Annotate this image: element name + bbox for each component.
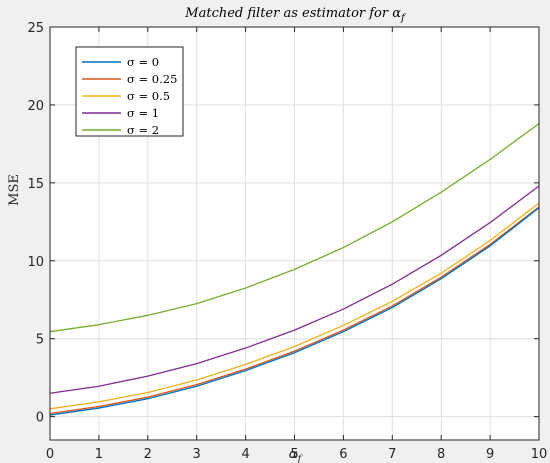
- y-tick-label: 5: [36, 333, 44, 348]
- chart-title: Matched filter as estimator for αf: [184, 6, 407, 24]
- y-tick-label: 10: [27, 255, 44, 270]
- x-axis-title: αf: [289, 447, 304, 463]
- series-line-1: [49, 206, 540, 415]
- series-line-3: [49, 185, 540, 394]
- legend-label-3: σ = 1: [127, 106, 159, 120]
- series-layer: [49, 123, 540, 416]
- legend-label-0: σ = 0: [127, 55, 159, 69]
- y-tick-labels: 0 5 10 15 20 25: [27, 21, 44, 426]
- x-tick-labels: 0 1 2 3 4 5 6 7 8 9 10: [46, 447, 547, 462]
- x-tick-label: 3: [193, 447, 201, 462]
- x-tick-label: 0: [46, 447, 54, 462]
- series-line-0: [49, 207, 540, 416]
- y-tick-label: 0: [36, 411, 44, 426]
- y-axis-title: MSE: [7, 174, 22, 206]
- grid-lines: [50, 27, 539, 440]
- legend: σ = 0 σ = 0.25 σ = 0.5 σ = 1 σ = 2: [75, 46, 184, 137]
- series-line-2: [49, 202, 540, 410]
- legend-label-2: σ = 0.5: [127, 89, 170, 103]
- legend-label-1: σ = 0.25: [127, 72, 177, 86]
- x-tick-label: 7: [388, 447, 396, 462]
- x-tick-label: 9: [486, 447, 494, 462]
- x-tick-label: 1: [95, 447, 103, 462]
- x-tick-label: 2: [144, 447, 152, 462]
- series-line-4: [49, 123, 540, 333]
- x-tick-label: 10: [531, 447, 548, 462]
- legend-label-4: σ = 2: [127, 123, 159, 137]
- x-tick-label: 8: [437, 447, 445, 462]
- y-tick-label: 15: [27, 177, 44, 192]
- x-tick-label: 6: [339, 447, 347, 462]
- y-tick-label: 25: [27, 21, 44, 36]
- x-tick-label: 4: [241, 447, 249, 462]
- y-tick-label: 20: [27, 99, 44, 114]
- axis-ticks: [49, 26, 540, 440]
- x-tick-label: 5: [290, 447, 298, 462]
